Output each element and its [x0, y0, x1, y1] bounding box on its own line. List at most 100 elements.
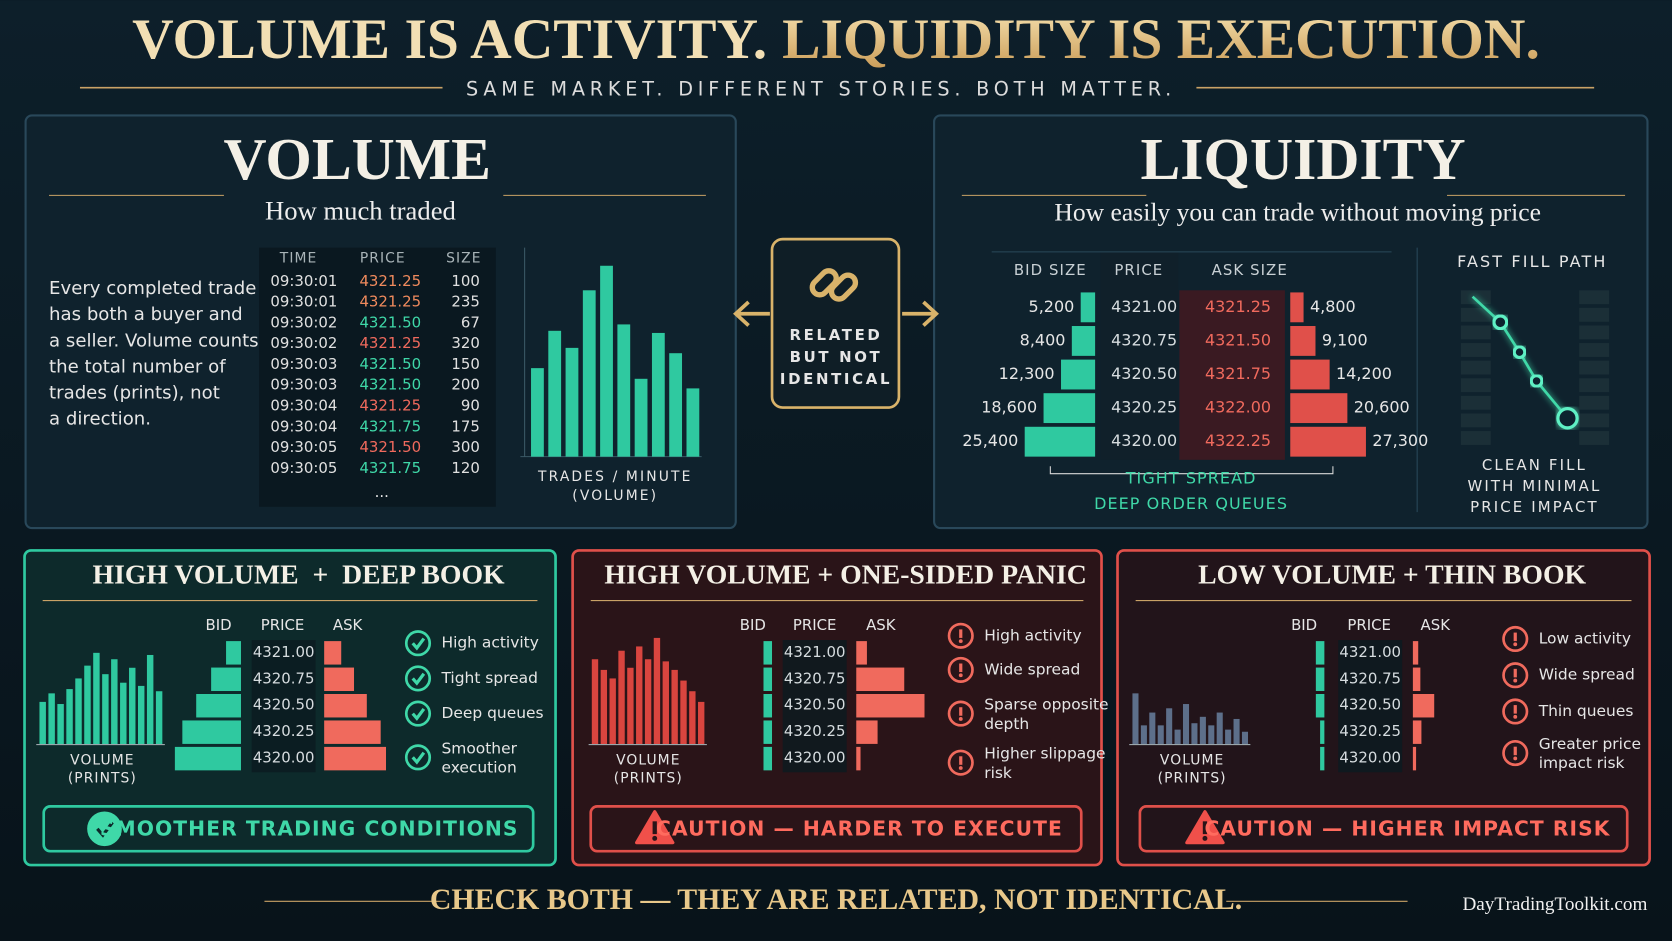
- check-icon: [87, 811, 122, 847]
- tape-cell: 150: [451, 355, 479, 373]
- cell: [1579, 360, 1610, 375]
- ask-bar: [1412, 720, 1422, 744]
- tape-cell: 09:30:05: [270, 459, 337, 477]
- item-text: Higher slippage: [984, 745, 1105, 763]
- volume-bar: [146, 654, 154, 745]
- tape-cell: 90: [461, 397, 480, 415]
- volume-bar: [1182, 704, 1190, 745]
- ask-price: 4321.25: [1205, 297, 1271, 316]
- book-price: 4320.50: [253, 696, 315, 714]
- tape-cell: 100: [451, 272, 479, 290]
- fast-fill-caption: CLEAN FILL: [1482, 456, 1587, 474]
- tape-header: SIZE: [446, 250, 481, 266]
- book-header: ASK: [1421, 616, 1452, 634]
- book-price: 4321.00: [253, 643, 315, 661]
- bid-bar: [1315, 641, 1325, 665]
- tape-header: PRICE: [360, 250, 406, 266]
- volume-bar: [1241, 731, 1249, 745]
- fill-dot: [1512, 345, 1527, 360]
- fill-dot: [1529, 373, 1544, 388]
- bid-bar: [226, 641, 241, 665]
- alert-dot: [958, 717, 963, 721]
- credit: DayTradingToolkit.com: [1462, 894, 1647, 915]
- volume-bar: [548, 330, 562, 457]
- fill-dot: [1492, 314, 1509, 331]
- cell: [1460, 378, 1491, 393]
- relation-label: BUT NOT: [790, 348, 883, 366]
- ask-bar: [1412, 694, 1435, 718]
- alert-mark: [959, 629, 963, 638]
- footer-text: CHECK BOTH — THEY ARE RELATED, NOT IDENT…: [430, 883, 1242, 916]
- ask-bar: [1290, 292, 1304, 323]
- ask-size: 27,300: [1372, 431, 1428, 450]
- alert-dot: [1513, 678, 1518, 683]
- book-price: 4320.25: [253, 722, 315, 740]
- volume-bar: [1208, 725, 1215, 745]
- bid-bar: [211, 667, 241, 692]
- volume-bar: [1157, 725, 1164, 745]
- title: VOLUME IS ACTIVITY. LIQUIDITY IS EXECUTIO…: [132, 8, 1540, 71]
- panel-subtitle: How easily you can trade without moving …: [1054, 197, 1541, 226]
- tape-cell: 09:30:01: [270, 272, 337, 290]
- book-note: DEEP ORDER QUEUES: [1094, 494, 1288, 513]
- bid-bar: [763, 694, 773, 718]
- bracket: [1049, 466, 1334, 475]
- scenario-title: LOW VOLUME + THIN BOOK: [1198, 558, 1586, 589]
- volume-bar: [651, 332, 665, 457]
- title-part: VOLUME IS ACTIVITY.: [132, 8, 767, 71]
- item-text: Smoother: [441, 739, 517, 757]
- item-text: Sparse opposite: [984, 696, 1108, 714]
- tape-cell: 4321.75: [359, 459, 421, 477]
- volume-label: VOLUME: [616, 753, 680, 769]
- cell: [1579, 378, 1610, 393]
- banner-text: CAUTION — HIGHER IMPACT RISK: [1205, 816, 1611, 840]
- book-price: 4320.75: [253, 669, 315, 687]
- volume-label: (PRINTS): [614, 771, 683, 787]
- volume-bar: [653, 637, 661, 745]
- volume-bar: [600, 669, 608, 745]
- cell: [1460, 307, 1491, 322]
- volume-bar: [686, 388, 700, 457]
- ask-price-col: [1179, 290, 1285, 460]
- description: has both a buyer and: [49, 304, 243, 325]
- volume-bar: [1149, 712, 1156, 745]
- ask-bar: [324, 746, 387, 771]
- volume-label: VOLUME: [1160, 753, 1224, 769]
- item-text: Tight spread: [440, 669, 538, 687]
- cell: [1460, 413, 1491, 428]
- cell: [1579, 307, 1610, 322]
- subtitle: SAME MARKET. DIFFERENT STORIES. BOTH MAT…: [466, 77, 1176, 100]
- alert-icon: [1502, 698, 1529, 725]
- book-header: ASK SIZE: [1212, 261, 1288, 279]
- panel-subtitle: How much traded: [265, 196, 456, 226]
- alert-mark: [959, 663, 963, 673]
- ask-price: 4322.25: [1205, 431, 1271, 450]
- book-header: BID: [740, 616, 766, 634]
- item-text: Thin queues: [1538, 702, 1634, 720]
- book-price: 4320.75: [784, 669, 846, 687]
- alert-icon: [947, 700, 974, 727]
- arrows: [733, 300, 939, 327]
- ask-bar: [324, 694, 367, 718]
- relation-label: RELATED: [790, 326, 883, 344]
- volume-bar: [627, 667, 634, 745]
- tape-cell: 09:30:02: [270, 313, 337, 331]
- ask-price: 4321.75: [1205, 364, 1271, 383]
- alert-dot: [958, 673, 963, 678]
- volume-label: (PRINTS): [1158, 771, 1227, 787]
- volume-bar: [609, 678, 616, 745]
- price-col: [782, 640, 847, 773]
- volume-bar: [634, 378, 648, 457]
- volume-bar: [565, 347, 579, 457]
- description: the total number of: [49, 356, 226, 377]
- volume-bar: [48, 693, 55, 745]
- scenario-title: HIGH VOLUME + DEEP BOOK: [93, 558, 506, 589]
- ask-bar: [324, 667, 355, 692]
- bid-size: 8,400: [1020, 330, 1066, 349]
- volume-bar: [66, 689, 73, 745]
- volume-bar: [1174, 729, 1181, 745]
- price-col: [251, 640, 316, 773]
- tape-cell: 300: [451, 438, 479, 456]
- ask-bar: [1412, 641, 1419, 665]
- tape-cell: 4321.50: [359, 355, 421, 373]
